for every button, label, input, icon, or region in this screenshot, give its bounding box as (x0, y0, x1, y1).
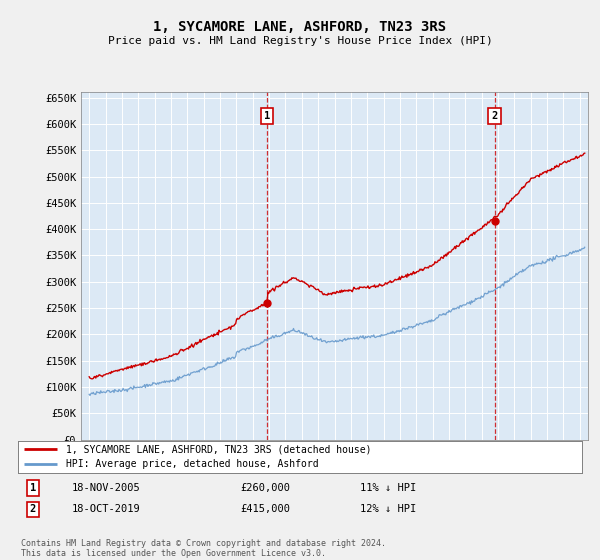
Text: Price paid vs. HM Land Registry's House Price Index (HPI): Price paid vs. HM Land Registry's House … (107, 36, 493, 46)
Text: 18-OCT-2019: 18-OCT-2019 (72, 505, 141, 515)
Text: 1: 1 (30, 483, 36, 493)
Text: £415,000: £415,000 (240, 505, 290, 515)
Text: 18-NOV-2005: 18-NOV-2005 (72, 483, 141, 493)
Text: Contains HM Land Registry data © Crown copyright and database right 2024.
This d: Contains HM Land Registry data © Crown c… (21, 539, 386, 558)
Text: 1, SYCAMORE LANE, ASHFORD, TN23 3RS (detached house): 1, SYCAMORE LANE, ASHFORD, TN23 3RS (det… (66, 445, 371, 455)
Text: 2: 2 (30, 505, 36, 515)
Text: 11% ↓ HPI: 11% ↓ HPI (360, 483, 416, 493)
Text: 12% ↓ HPI: 12% ↓ HPI (360, 505, 416, 515)
Text: HPI: Average price, detached house, Ashford: HPI: Average price, detached house, Ashf… (66, 459, 319, 469)
Text: 2: 2 (491, 111, 498, 121)
Text: £260,000: £260,000 (240, 483, 290, 493)
Text: 1, SYCAMORE LANE, ASHFORD, TN23 3RS: 1, SYCAMORE LANE, ASHFORD, TN23 3RS (154, 20, 446, 34)
Text: 1: 1 (264, 111, 270, 121)
